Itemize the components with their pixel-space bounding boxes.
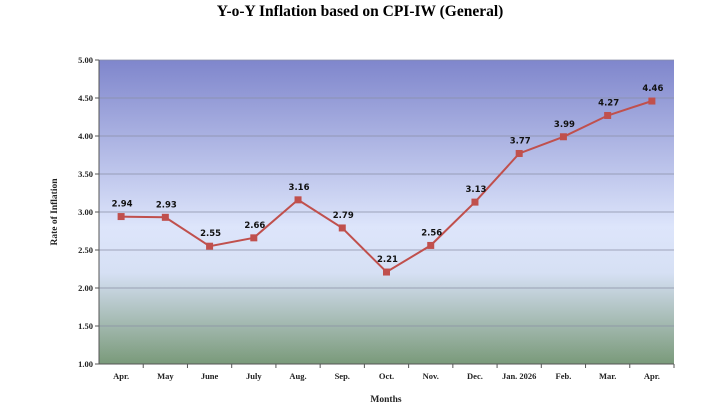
x-axis-label: Months	[370, 395, 401, 405]
data-label: 4.27	[598, 98, 619, 108]
x-tick-label: Sep.	[335, 371, 350, 381]
y-tick-label: 2.00	[78, 283, 93, 293]
x-tick-label: Feb.	[556, 371, 572, 381]
data-label: 3.77	[510, 136, 531, 146]
data-point	[427, 241, 435, 249]
x-tick-labels: Apr. May June July Aug. Sep. Oct. Nov. Dec. Jan. …	[113, 364, 675, 381]
x-tick-label: Dec.	[467, 371, 483, 381]
y-tick-label: 3.00	[78, 207, 93, 217]
y-tick-label: 2.50	[78, 245, 93, 255]
x-tick-label: Aug.	[289, 371, 306, 381]
y-tick-label: 4.00	[78, 131, 93, 141]
x-tick-label: Apr.	[113, 371, 129, 381]
data-label: 2.55	[200, 229, 221, 239]
data-label: 2.66	[244, 221, 265, 231]
data-point	[559, 133, 567, 141]
data-label: 2.21	[377, 255, 398, 265]
x-tick-label: June	[201, 371, 219, 381]
data-point	[117, 213, 125, 221]
data-point	[383, 268, 390, 276]
data-label: 2.79	[333, 211, 354, 221]
y-tick-label: 1.00	[78, 359, 93, 369]
data-point	[648, 97, 656, 105]
data-labels: 2.94 2.93 2.55 2.66 3.16 2.79 2.21 2.56 3.13 3.77…	[112, 84, 664, 265]
data-label: 2.94	[112, 200, 133, 210]
data-point	[161, 213, 169, 221]
data-label: 2.93	[156, 200, 177, 210]
y-tick-labels: 1.00 1.50 2.00 2.50 3.00 3.50 4.00 4.50 5.00	[78, 55, 99, 369]
x-tick-label: Mar.	[599, 371, 616, 381]
data-label: 3.16	[289, 183, 310, 193]
data-point	[515, 149, 523, 157]
data-point	[294, 196, 302, 204]
y-tick-label: 1.50	[78, 321, 93, 331]
data-label: 3.13	[465, 185, 486, 195]
series-markers	[117, 97, 656, 276]
data-point	[338, 224, 346, 232]
data-label: 3.99	[554, 120, 575, 130]
data-point	[604, 111, 612, 119]
y-axis-label: Rate of Inflation	[50, 178, 60, 246]
y-tick-label: 5.00	[78, 55, 93, 65]
data-label: 4.46	[642, 84, 663, 94]
y-tick-label: 3.50	[78, 169, 93, 179]
x-tick-label: July	[246, 371, 262, 381]
data-point	[471, 198, 479, 206]
x-tick-label: Apr.	[644, 371, 660, 381]
data-point	[206, 242, 214, 250]
chart-title: Y-o-Y Inflation based on CPI-IW (General…	[216, 3, 504, 20]
x-tick-label: Oct.	[379, 371, 394, 381]
data-label: 2.56	[421, 228, 442, 238]
x-tick-label: Nov.	[423, 371, 439, 381]
data-point	[250, 234, 258, 242]
y-tick-label: 4.50	[78, 93, 93, 103]
x-tick-label: Jan. 2026	[502, 371, 536, 381]
x-tick-label: May	[157, 371, 174, 381]
